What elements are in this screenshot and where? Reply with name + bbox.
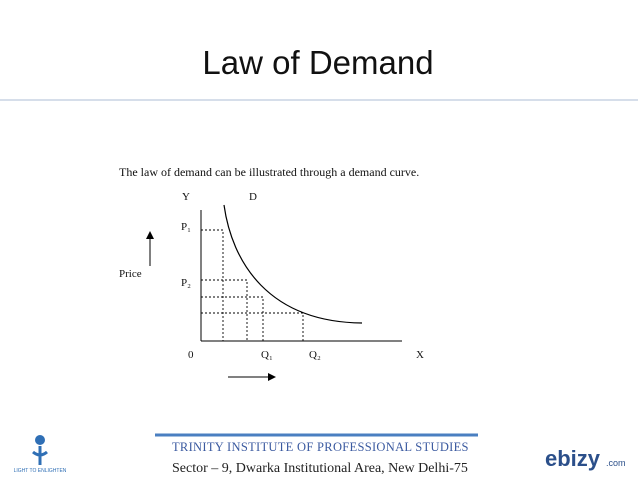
side-label: Price <box>119 268 142 280</box>
arrow-head <box>268 373 276 381</box>
quantity-label: Q₂ <box>309 349 321 361</box>
right-logo: ebizy .com <box>545 446 626 471</box>
origin-label: 0 <box>188 349 194 361</box>
institute-name: TRINITY INSTITUTE OF PROFESSIONAL STUDIE… <box>172 440 469 454</box>
guide-lines <box>201 229 304 341</box>
axis-label: X <box>416 349 424 361</box>
price-label: P₁ <box>181 221 191 233</box>
logo-text: LIGHT TO ENLIGHTEN <box>14 468 67 474</box>
logo-shape <box>32 446 48 465</box>
guide-line <box>201 279 248 341</box>
axis-label: Y <box>182 191 190 203</box>
body-text: The law of demand can be illustrated thr… <box>119 165 419 179</box>
institute-address: Sector – 9, Dwarka Institutional Area, N… <box>172 461 468 476</box>
logo-suffix: .com <box>606 458 626 468</box>
guide-line <box>201 229 224 341</box>
demand-diagram <box>146 204 402 381</box>
logo-shape <box>35 435 45 445</box>
arrow-head <box>146 231 154 239</box>
quantity-label: Q₁ <box>261 349 273 361</box>
guide-line <box>201 312 304 341</box>
curve-label: D <box>249 191 257 203</box>
logo-text: ebizy <box>545 446 601 471</box>
left-logo: LIGHT TO ENLIGHTEN <box>14 435 67 474</box>
guide-line <box>201 296 264 341</box>
price-label: P₂ <box>181 277 191 289</box>
demand-curve <box>223 204 363 324</box>
slide-title: Law of Demand <box>202 44 433 81</box>
